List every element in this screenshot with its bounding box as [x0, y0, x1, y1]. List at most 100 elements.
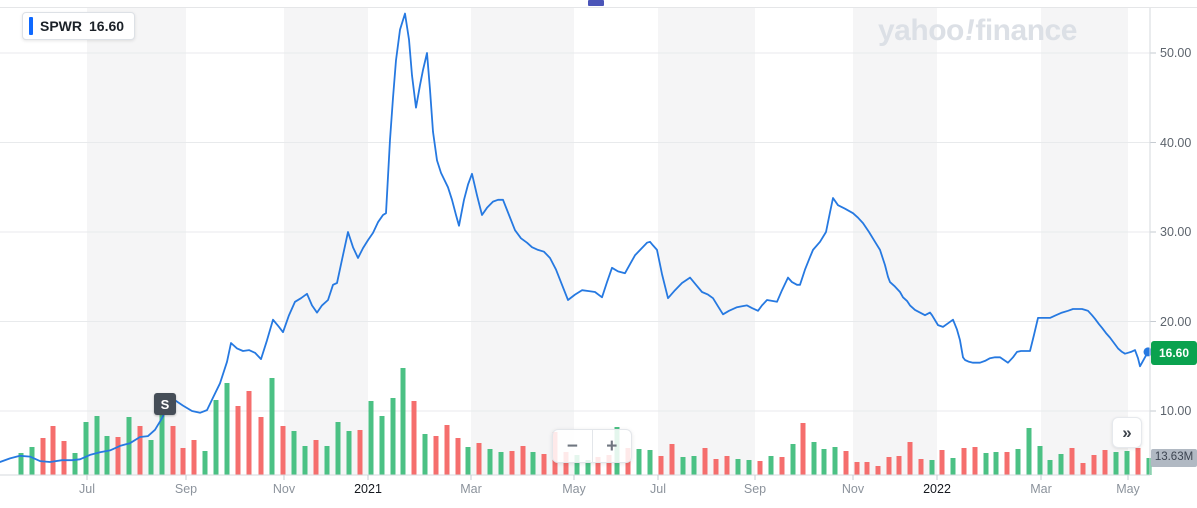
volume-bar — [1037, 446, 1043, 475]
volume-bar — [993, 452, 999, 475]
x-axis-label: Nov — [841, 482, 865, 496]
ticker-legend-badge: SPWR 16.60 — [22, 12, 136, 40]
volume-bar — [520, 446, 526, 475]
volume-bar — [1069, 448, 1075, 475]
volume-bar — [713, 459, 719, 475]
volume-bar — [213, 400, 219, 475]
y-axis-label: 30.00 — [1160, 225, 1192, 239]
volume-bar — [768, 456, 774, 475]
y-axis-label: 10.00 — [1160, 404, 1192, 418]
volume-bar — [1146, 458, 1152, 475]
volume-bar — [832, 447, 838, 475]
volume-bar — [390, 398, 396, 475]
volume-bar — [983, 453, 989, 475]
volume-bar — [104, 436, 110, 475]
volume-bar — [1004, 452, 1010, 475]
volume-bar — [1026, 428, 1032, 475]
volume-bar — [313, 440, 319, 475]
volume-bar — [918, 459, 924, 475]
yahoo-finance-watermark: yahoo ! finance — [878, 14, 1077, 47]
last-price-badge: 16.60 — [1151, 341, 1197, 365]
volume-bar — [400, 368, 406, 475]
month-stripe — [471, 8, 574, 475]
volume-bar — [790, 444, 796, 475]
volume-bar — [843, 451, 849, 475]
volume-bar — [746, 460, 752, 475]
volume-bar — [1135, 448, 1141, 475]
volume-bar — [191, 440, 197, 475]
volume-bar — [669, 444, 675, 475]
month-stripe — [853, 8, 937, 475]
volume-bar — [72, 453, 78, 475]
volume-bar — [346, 431, 352, 475]
volume-bar — [950, 458, 956, 475]
volume-bar — [939, 450, 945, 475]
volume-bar — [498, 452, 504, 475]
volume-bar — [811, 442, 817, 475]
x-axis-label: Jul — [650, 482, 666, 496]
last-volume-badge: 13.63M — [1151, 449, 1197, 467]
volume-bar — [137, 426, 143, 475]
volume-bar — [126, 417, 132, 475]
volume-bar — [658, 456, 664, 475]
x-axis-label: 2022 — [923, 482, 951, 496]
x-axis-label: May — [562, 482, 586, 496]
pan-slider-thumb[interactable] — [588, 0, 604, 6]
volume-bar — [235, 406, 241, 475]
zoom-out-button[interactable]: − — [566, 435, 578, 457]
ticker-symbol: SPWR — [40, 17, 82, 34]
volume-bar — [180, 448, 186, 475]
volume-bar — [680, 457, 686, 475]
volume-bar — [724, 456, 730, 475]
volume-bar — [691, 456, 697, 475]
ticker-accent-bar — [29, 17, 33, 35]
volume-bar — [487, 449, 493, 475]
volume-bar — [280, 426, 286, 475]
volume-bar — [854, 462, 860, 475]
x-axis-label: 2021 — [354, 482, 382, 496]
zoom-in-button[interactable]: + — [591, 430, 632, 462]
volume-bar — [929, 460, 935, 475]
volume-bar — [636, 449, 642, 475]
x-axis-label: May — [1116, 482, 1140, 496]
volume-bar — [18, 453, 24, 475]
volume-bar — [1058, 454, 1064, 475]
volume-bar — [1015, 449, 1021, 475]
volume-bar — [647, 450, 653, 475]
volume-bar — [170, 426, 176, 475]
volume-bar — [1080, 463, 1086, 475]
ticker-price: 16.60 — [89, 17, 125, 34]
volume-bar — [821, 449, 827, 475]
watermark-yahoo: yahoo — [878, 14, 964, 47]
volume-bar — [606, 455, 612, 475]
volume-bar — [258, 417, 264, 475]
x-axis-label: Sep — [174, 482, 198, 496]
volume-bar — [202, 451, 208, 475]
y-axis-label: 50.00 — [1160, 46, 1192, 60]
volume-bar — [702, 448, 708, 475]
volume-bar — [563, 452, 569, 475]
volume-bar — [574, 455, 580, 475]
volume-bar — [50, 426, 56, 475]
split-event-marker[interactable]: S — [154, 393, 176, 415]
month-stripe — [658, 8, 755, 475]
volume-bar — [476, 443, 482, 475]
volume-bar — [875, 466, 881, 475]
watermark-finance: finance — [975, 14, 1077, 47]
volume-bar — [40, 438, 46, 475]
volume-bar — [302, 446, 308, 475]
volume-bar — [357, 430, 363, 475]
volume-bar — [779, 457, 785, 475]
volume-bar — [1124, 451, 1130, 475]
volume-bar — [422, 434, 428, 475]
volume-bar — [465, 447, 471, 475]
zoom-controls: − + — [552, 429, 632, 463]
volume-bar — [961, 448, 967, 475]
volume-bar — [907, 442, 913, 475]
volume-bar — [224, 383, 230, 475]
volume-bar — [886, 457, 892, 475]
volume-bar — [94, 416, 100, 475]
expand-panel-button[interactable]: » — [1112, 417, 1142, 448]
y-axis-label: 20.00 — [1160, 314, 1192, 329]
